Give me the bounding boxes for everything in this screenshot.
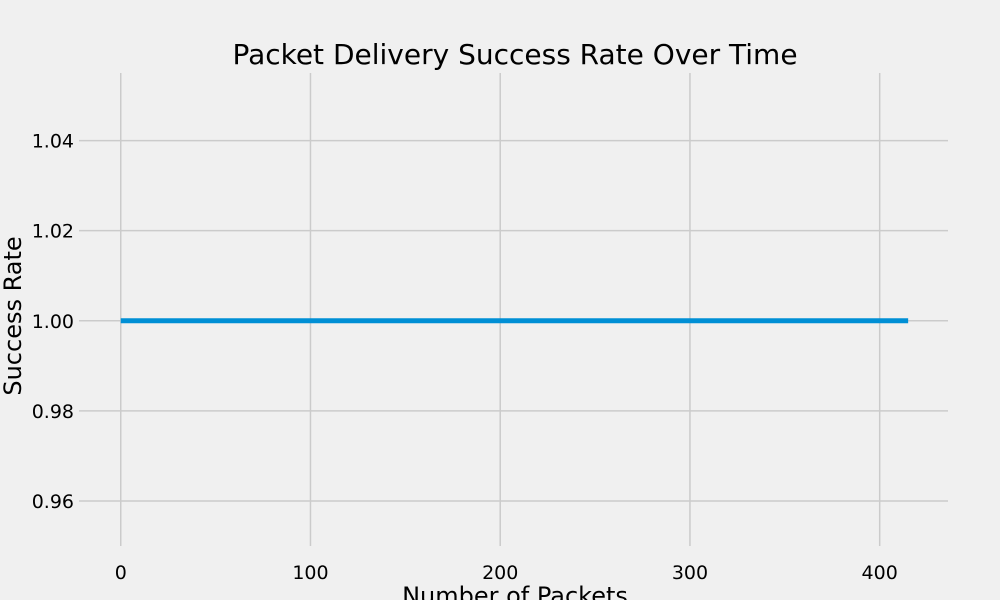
- chart-title: Packet Delivery Success Rate Over Time: [232, 38, 797, 71]
- x-tick-label: 400: [862, 562, 898, 584]
- x-axis-label: Number of Packets: [402, 582, 628, 600]
- x-axis-ticks: 0 100 200 300 400: [115, 562, 898, 584]
- y-tick-label: 1.00: [32, 311, 74, 333]
- y-axis-ticks: 0.96 0.98 1.00 1.02 1.04: [32, 131, 74, 513]
- x-tick-label: 300: [672, 562, 708, 584]
- grid: [79, 73, 948, 546]
- y-tick-label: 0.96: [32, 491, 74, 513]
- y-tick-label: 1.04: [32, 131, 74, 153]
- x-tick-label: 200: [482, 562, 518, 584]
- x-tick-label: 0: [115, 562, 127, 584]
- y-axis-label: Success Rate: [0, 236, 27, 395]
- x-tick-label: 100: [292, 562, 328, 584]
- y-tick-label: 0.98: [32, 401, 74, 423]
- y-tick-label: 1.02: [32, 221, 74, 243]
